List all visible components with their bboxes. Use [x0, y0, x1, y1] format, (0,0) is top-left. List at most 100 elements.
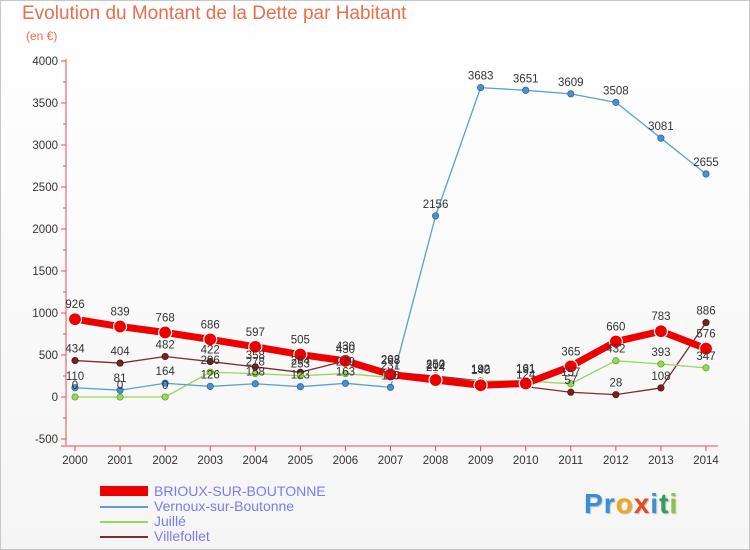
data-point-brioux: [473, 378, 488, 393]
legend-swatch-villefollet: [100, 536, 148, 538]
x-tick-label: 2006: [333, 455, 359, 467]
data-label-villefollet: 108: [651, 371, 670, 383]
series-brioux: [67, 312, 714, 393]
data-label-juille: 347: [696, 351, 715, 363]
data-point-vernoux: [567, 90, 575, 98]
logo-letter: i: [650, 488, 660, 519]
data-label-vernoux: 3081: [648, 121, 674, 133]
data-label-juille: 296: [201, 355, 220, 367]
data-label-brioux: 576: [696, 329, 715, 341]
data-label-villefollet: 430: [336, 344, 355, 356]
data-label-juille: 157: [561, 367, 580, 379]
data-point-vernoux: [522, 86, 530, 94]
data-label-vernoux: 3683: [468, 71, 494, 83]
data-point-brioux: [698, 341, 714, 356]
data-point-villefollet: [567, 388, 575, 396]
legend-swatch-vernoux: [100, 506, 148, 508]
logo-letter: o: [615, 488, 634, 519]
data-label-brioux: 140: [471, 365, 490, 377]
y-tick-label: 1500: [32, 266, 58, 278]
data-point-vernoux: [116, 386, 124, 394]
data-point-brioux: [203, 332, 218, 347]
data-point-juille: [702, 364, 710, 372]
data-point-juille: [251, 370, 259, 378]
legend-swatch-juille: [100, 521, 148, 523]
plot-area: 434 404 482 422 358 294 430 298 250 192 124 57 28 108…: [65, 71, 719, 401]
data-label-brioux: 660: [606, 322, 625, 334]
data-label-juille: 191: [516, 364, 535, 376]
data-label-vernoux: 158: [246, 367, 265, 379]
data-point-brioux: [383, 367, 398, 382]
x-tick-label: 2008: [423, 455, 449, 467]
data-label-juille: 231: [381, 361, 400, 373]
data-point-villefollet: [161, 352, 169, 361]
data-point-vernoux: [71, 384, 79, 392]
x-tick-label: 2012: [603, 455, 629, 467]
data-point-juille: [341, 370, 349, 378]
data-label-vernoux: 3651: [513, 73, 539, 85]
data-label-juille: 0: [117, 380, 123, 392]
data-point-juille: [612, 357, 620, 365]
data-label-villefollet: 124: [516, 370, 536, 382]
data-label-juille: 0: [162, 380, 168, 392]
x-tick-label: 2004: [242, 455, 268, 467]
data-point-brioux: [293, 347, 308, 362]
legend-label-brioux: BRIOUX-SUR-BOUTONNE: [154, 483, 326, 499]
data-point-vernoux: [161, 379, 169, 387]
data-label-vernoux: 163: [336, 366, 355, 378]
data-point-vernoux: [251, 380, 259, 388]
x-tick-label: 2014: [693, 455, 719, 467]
data-point-vernoux: [341, 379, 349, 387]
data-point-brioux: [338, 353, 353, 368]
data-label-villefollet: 886: [696, 306, 715, 318]
data-label-juille: 0: [72, 380, 78, 392]
data-point-juille: [71, 393, 79, 401]
data-point-juille: [161, 393, 169, 401]
data-point-vernoux: [612, 98, 620, 106]
y-tick-label: -500: [35, 434, 58, 446]
data-point-juille: [567, 380, 575, 388]
data-label-villefollet: 28: [609, 378, 622, 390]
data-label-villefollet: 250: [426, 359, 445, 371]
data-label-vernoux: 126: [201, 369, 220, 381]
data-label-juille: 214: [426, 362, 446, 374]
data-label-brioux: 839: [110, 307, 129, 319]
data-point-juille: [296, 372, 304, 380]
data-point-brioux: [248, 339, 263, 354]
data-label-vernoux: 2156: [423, 199, 449, 211]
series-vernoux: [71, 84, 710, 394]
legend-label-vernoux: Vernoux-sur-Boutonne: [154, 498, 295, 514]
data-point-juille: [116, 393, 124, 401]
data-label-juille: 278: [246, 357, 265, 369]
data-point-brioux: [428, 372, 443, 388]
legend-swatch-brioux: [100, 486, 148, 496]
data-point-villefollet: [71, 356, 79, 365]
y-tick-label: 0: [52, 392, 58, 404]
chart-subtitle: (en €): [26, 29, 58, 43]
data-label-brioux: 365: [561, 346, 580, 358]
data-label-brioux: 505: [291, 335, 310, 347]
data-label-brioux: 430: [336, 341, 355, 353]
x-tick-label: 2005: [288, 455, 314, 467]
data-label-brioux: 161: [516, 363, 535, 375]
chart-title: Evolution du Montant de la Dette par Hab…: [22, 3, 407, 24]
data-point-brioux: [518, 376, 533, 391]
data-point-villefollet: [206, 358, 214, 366]
x-tick-label: 2013: [648, 455, 674, 467]
data-label-vernoux: 123: [291, 370, 310, 382]
data-label-brioux: 268: [381, 354, 400, 366]
data-label-vernoux: 115: [381, 370, 399, 382]
logo-letter: r: [603, 488, 616, 519]
data-label-juille: 432: [606, 344, 625, 356]
data-point-juille: [206, 368, 214, 376]
data-label-villefollet: 422: [201, 345, 220, 357]
data-label-brioux: 768: [156, 312, 175, 324]
x-tick-label: 2002: [152, 455, 178, 467]
data-point-vernoux: [702, 170, 710, 178]
y-tick-label: 500: [39, 350, 58, 362]
proxiti-logo: Proxiti: [584, 488, 678, 520]
legend-label-villefollet: Villefollet: [154, 528, 210, 544]
data-point-vernoux: [477, 84, 485, 92]
data-label-villefollet: 298: [381, 355, 400, 367]
